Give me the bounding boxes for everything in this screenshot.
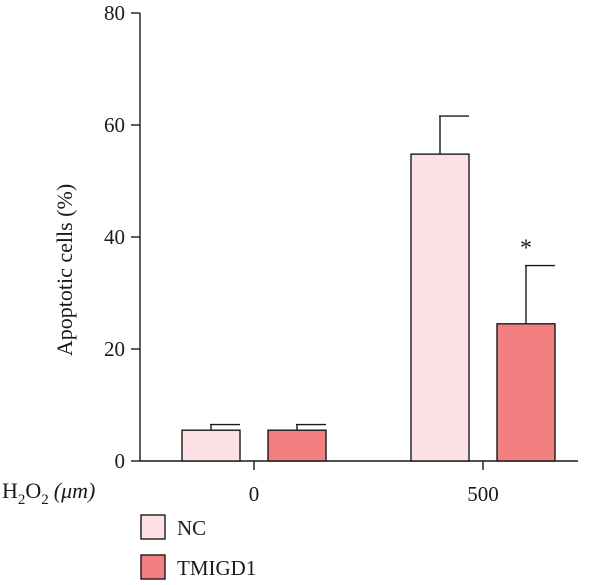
x-axis-title-o-subscript: 2 [41,492,49,508]
legend-swatch-nc [140,514,166,540]
legend-label-tmigd1: TMIGD1 [177,556,256,580]
bar-tmigd1-0 [267,429,327,462]
legend: NC TMIGD1 [140,514,256,580]
y-tick-label: 40 [104,225,125,249]
bars [181,153,556,462]
annotations: * [520,236,532,262]
bar-nc-0 [181,429,241,462]
bar-tmigd1-500 [496,323,556,462]
significance-marker: * [520,236,532,262]
x-tick-label: 500 [467,482,499,506]
x-axis-title-h: H [2,478,18,503]
x-axis-title: H2O2 (μm) [2,478,95,508]
y-tick-label: 20 [104,337,125,361]
x-axis-title-h-subscript: 2 [18,492,26,508]
y-tick-label: 60 [104,113,125,137]
bar-nc-500 [410,153,470,462]
y-tick-label: 80 [104,1,125,25]
error-bars [210,115,555,431]
y-tick-label: 0 [115,449,126,473]
y-axis-title: Apoptotic cells (%) [52,184,77,356]
legend-swatch-tmigd1 [140,554,166,580]
x-tick-label: 0 [249,482,260,506]
x-axis-title-o: O [25,478,41,503]
legend-label-nc: NC [177,516,206,540]
x-axis: 0 500 [140,460,578,506]
y-axis: 0 20 40 60 80 [104,1,141,473]
x-axis-title-unit: (μm) [54,478,96,503]
